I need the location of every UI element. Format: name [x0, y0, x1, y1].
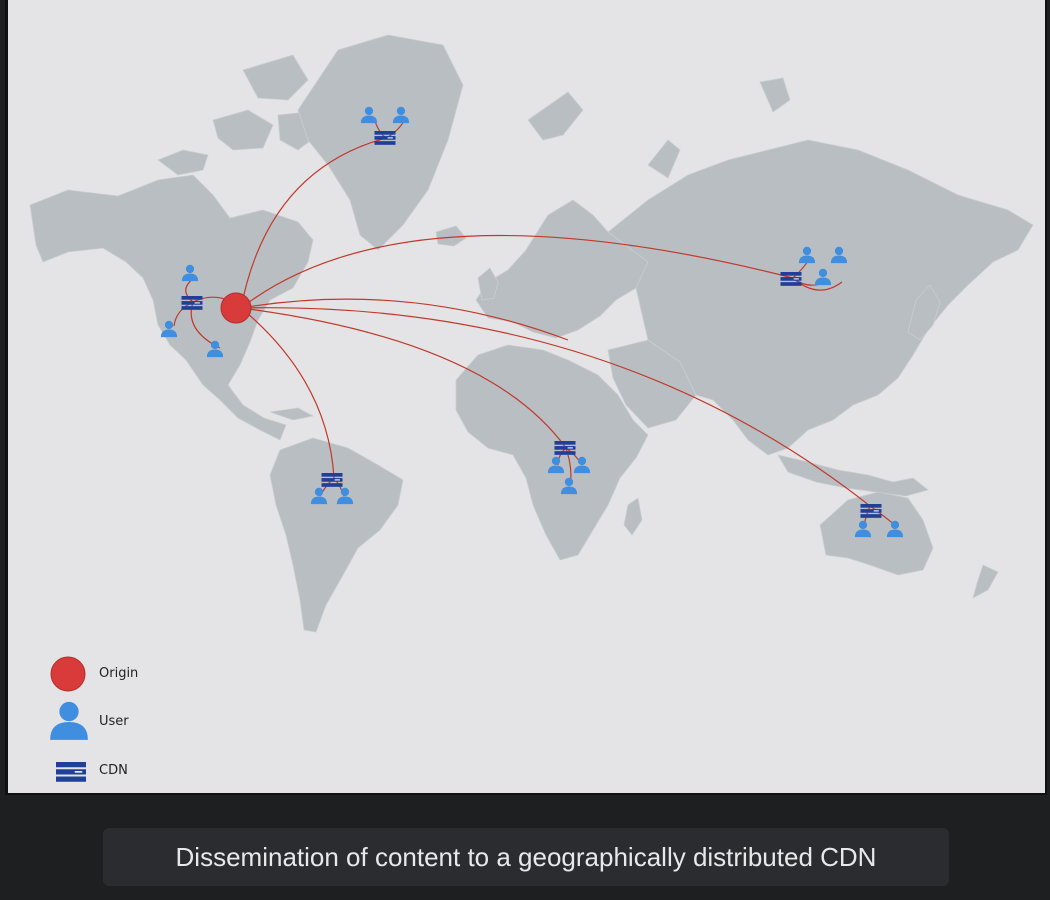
indonesia: [777, 454, 929, 497]
arctic-islands: [157, 54, 319, 176]
scandinavia: [527, 91, 584, 141]
link-europe-straight: [240, 298, 569, 341]
server-icon: [321, 473, 343, 487]
japan: [907, 284, 941, 341]
link-africa: [240, 307, 567, 449]
figure-caption: Dissemination of content to a geographic…: [103, 828, 949, 886]
south-america: [269, 437, 404, 633]
great-britain: [477, 267, 499, 301]
legend: [50, 656, 88, 782]
australia: [819, 491, 934, 576]
cdn-diagram: Origin User CDN: [5, 0, 1047, 795]
link-russia: [240, 234, 794, 309]
legend-label-user: User: [99, 714, 129, 729]
link-southamerica: [240, 307, 335, 479]
link-australia: [240, 307, 871, 507]
africa: [455, 344, 649, 561]
madagascar: [623, 497, 643, 536]
server-icon: [56, 762, 86, 782]
local-link: [792, 277, 843, 291]
legend-label-cdn: CDN: [99, 763, 128, 778]
user-icon: [50, 701, 88, 740]
caribbean: [269, 407, 315, 421]
world-map: [29, 34, 1034, 782]
continents: [29, 34, 1034, 633]
origin-circle-icon: [220, 292, 252, 324]
link-greenland: [240, 137, 387, 309]
legend-label-origin: Origin: [99, 666, 139, 681]
new-zealand: [972, 564, 999, 599]
origin-circle-icon: [50, 656, 86, 692]
server-icon: [780, 272, 802, 286]
asia: [607, 139, 1034, 456]
server-icon: [860, 504, 882, 518]
server-icon: [554, 441, 576, 455]
iceland: [435, 225, 467, 247]
siberian-islands: [647, 77, 791, 179]
north-america: [29, 174, 314, 441]
server-icon: [374, 131, 396, 145]
server-icon: [181, 296, 203, 310]
